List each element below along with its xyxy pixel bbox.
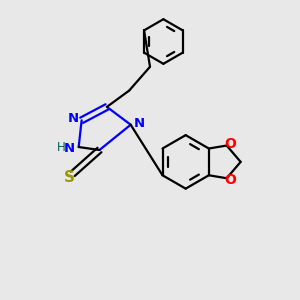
- Text: N: N: [64, 142, 75, 155]
- Text: N: N: [134, 117, 145, 130]
- Text: N: N: [68, 112, 79, 125]
- Text: H: H: [57, 140, 66, 154]
- Text: O: O: [225, 173, 236, 187]
- Text: O: O: [225, 137, 236, 151]
- Text: S: S: [64, 170, 75, 185]
